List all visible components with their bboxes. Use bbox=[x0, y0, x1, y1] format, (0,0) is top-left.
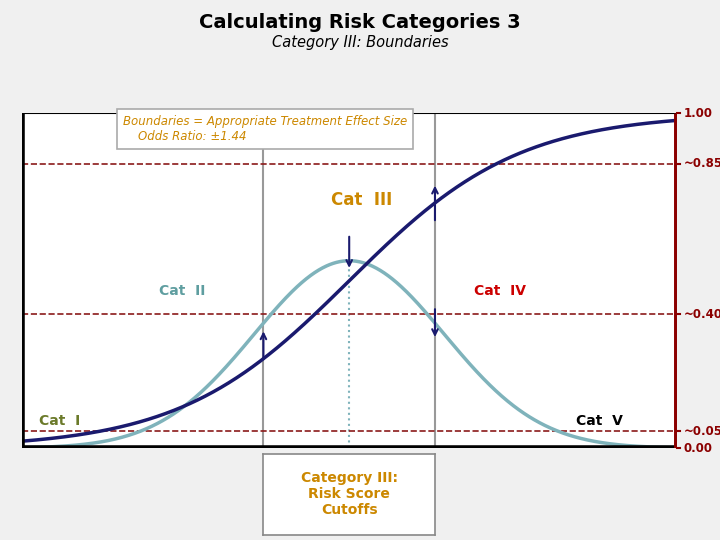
Text: Category III: Boundaries: Category III: Boundaries bbox=[271, 35, 449, 50]
Text: 1.00: 1.00 bbox=[683, 107, 712, 120]
Text: ~0.05: ~0.05 bbox=[683, 425, 720, 438]
Text: Cat  V: Cat V bbox=[575, 414, 622, 428]
Text: Boundaries = Appropriate Treatment Effect Size
    Odds Ratio: ±1.44: Boundaries = Appropriate Treatment Effec… bbox=[123, 115, 407, 143]
Text: Cat  III: Cat III bbox=[331, 192, 392, 210]
Text: 0.00: 0.00 bbox=[683, 442, 712, 455]
Text: Cat  IV: Cat IV bbox=[474, 284, 526, 298]
Text: Category III:
Risk Score
Cutoffs: Category III: Risk Score Cutoffs bbox=[301, 471, 397, 517]
Text: ~0.85: ~0.85 bbox=[683, 157, 720, 170]
Text: Calculating Risk Categories 3: Calculating Risk Categories 3 bbox=[199, 14, 521, 32]
Text: Cat  II: Cat II bbox=[158, 284, 205, 298]
Text: ~0.40: ~0.40 bbox=[683, 308, 720, 321]
Text: Cat  I: Cat I bbox=[40, 414, 81, 428]
